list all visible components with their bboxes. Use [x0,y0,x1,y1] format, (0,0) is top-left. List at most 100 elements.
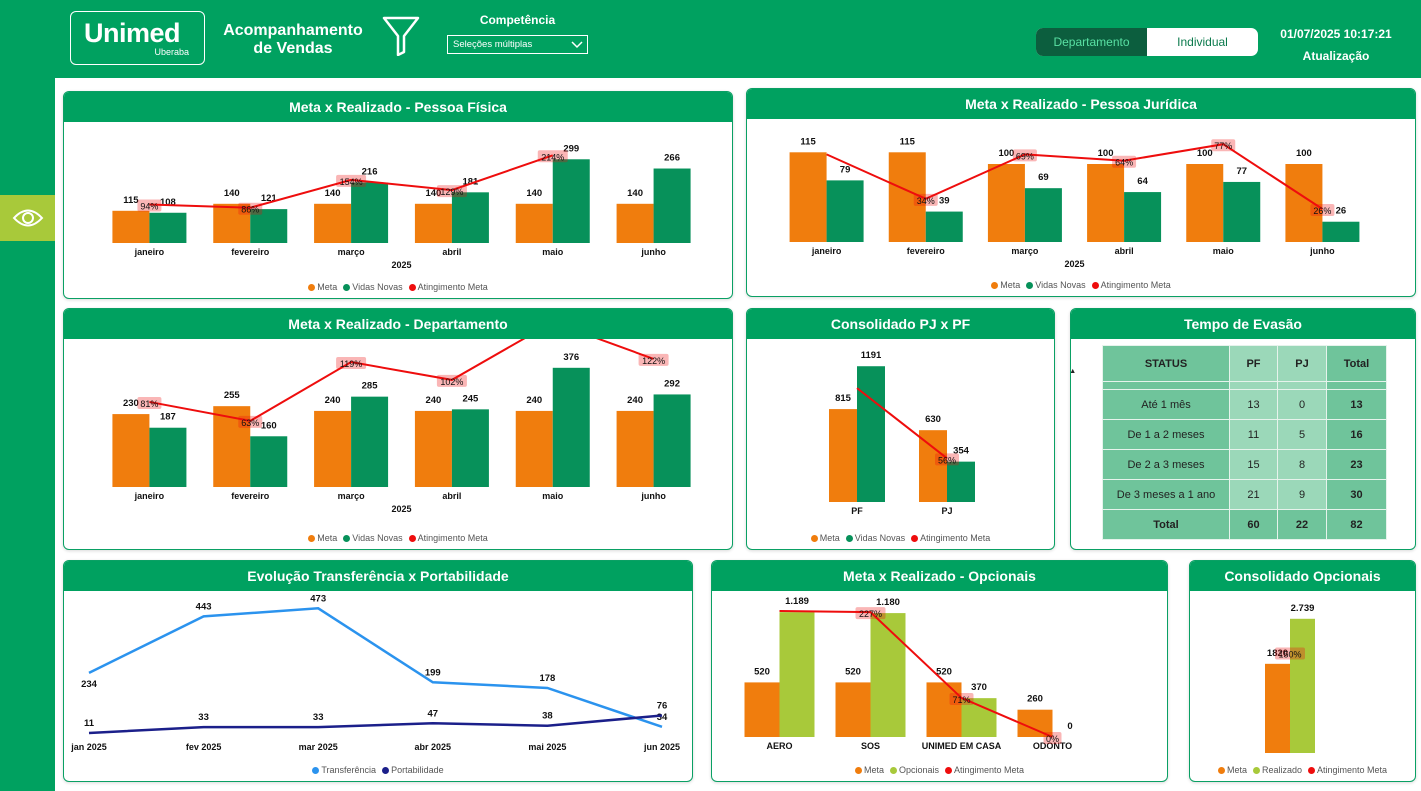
data-label-realizado: 216 [362,167,378,178]
eye-toggle-button[interactable] [0,195,55,241]
bar-meta [213,203,251,243]
x-tick-label: PF [851,506,863,516]
cell-status: De 2 a 3 meses [1102,449,1230,480]
x-tick-label: março [338,247,366,257]
bar-realizado [250,436,288,487]
col-status-header[interactable]: STATUS ▲ [1071,345,1230,382]
data-label-meta: 140 [224,188,240,199]
data-label-realizado: 160 [261,420,277,431]
bar-realizado [826,180,864,242]
legend-atingimento: Atingimento Meta [920,533,991,543]
legend-meta: Meta [1000,280,1021,290]
card-tempo-evasao: Tempo de Evasão STATUS ▲ PF PJ Total Até … [1070,308,1416,550]
table-row: De 2 a 3 meses 15 8 23 [1102,449,1387,480]
update-label: Atualização [1302,49,1370,63]
data-label-meta: 520 [754,666,770,677]
legend-dot-vidas [343,534,351,542]
bar-meta [1285,164,1323,242]
legend-atingimento: Atingimento Meta [1317,765,1388,775]
data-label-realizado: 1.189 [785,596,809,607]
x-tick-label: maio [542,247,564,257]
data-label-atingimento: 214% [541,152,564,162]
unimed-logo: Unimed Uberaba [70,11,205,65]
data-label-meta: 140 [425,188,441,199]
legend-dot-atingimento [1091,281,1099,289]
data-label-atingimento: 150% [1278,650,1301,660]
x-tick-label: abr 2025 [415,742,452,752]
bar-meta [789,152,827,242]
chart-departamento: 230 187 janeiro 255 160 fevereiro 240 285 março 2… [112,339,691,514]
bar-realizado [149,427,187,487]
data-label-background [137,199,162,212]
bar-meta [744,682,780,737]
bar-realizado [451,409,489,487]
eye-icon [12,209,43,227]
bar-meta [1265,663,1290,753]
bar-meta [414,203,452,243]
cell-total: 16 [1326,419,1387,450]
data-label-background [935,453,959,466]
bar-realizado [451,192,489,243]
data-label-portabilidade: 76 [657,700,668,711]
x-tick-label: mai 2025 [528,742,566,752]
data-label-transferência: 199 [425,667,441,678]
legend-dot-atingimento [408,283,416,291]
data-label-realizado: 1.180 [876,597,900,608]
x-tick-label: fevereiro [231,247,270,257]
legend-realizado: Realizado [1261,765,1302,775]
x-tick-label: abril [1115,246,1134,256]
data-label-meta: 255 [224,390,241,401]
data-label-transferência: 443 [196,601,212,612]
line-atingimento [779,610,1053,738]
sort-asc-icon[interactable]: ▲ [1071,368,1076,375]
data-label-realizado: 354 [953,446,970,457]
data-label-realizado: 69 [1038,172,1049,183]
data-label-meta: 1820 [1267,648,1288,659]
chart-consolidado-opcionais: 1820 2.739 150% [1265,603,1315,753]
data-label-transferência: 234 [81,679,98,690]
filter-icon[interactable] [382,16,420,56]
bar-realizado [947,461,975,502]
logo-subtitle: Uberaba [154,47,189,57]
tab-departamento[interactable]: Departamento [1036,28,1147,56]
data-label-atingimento: 71% [952,695,970,705]
data-label-meta: 630 [925,414,941,425]
bar-meta [987,164,1025,242]
evasao-table: STATUS ▲ PF PJ Total Até 1 mês 13 0 13 De… [1071,345,1387,540]
data-label-background [1043,732,1062,744]
data-label-meta: 140 [627,188,643,199]
competencia-dropdown[interactable]: Seleções múltiplas [447,35,588,54]
bar-realizado [351,396,389,487]
bar-realizado [870,613,906,737]
col-pf-header[interactable]: PF [1229,345,1278,382]
bar-realizado [149,212,187,243]
competencia-value: Seleções múltiplas [453,39,533,50]
data-label-realizado: 108 [160,197,176,208]
x-tick-label: janeiro [134,491,165,501]
data-label-background [436,374,467,387]
data-label-atingimento: 227% [859,609,882,619]
card-title: Meta x Realizado - Departamento [64,309,732,339]
table-total-row: Total 60 22 82 [1102,509,1387,540]
bar-realizado [351,182,389,243]
data-label-transferência: 178 [539,673,555,684]
tab-individual[interactable]: Individual [1177,35,1228,49]
legend-atingimento: Atingimento Meta [417,282,488,292]
bar-realizado [1290,618,1315,753]
competencia-label: Competência [479,13,556,27]
card-opcionais: Meta x Realizado - Opcionais 520 1.189 AER… [711,560,1168,782]
data-label-atingimento: 64% [1115,158,1133,168]
data-label-meta: 140 [526,188,542,199]
line-portabilidade [88,714,663,735]
data-label-atingimento: 154% [340,177,363,187]
cell-pf: 21 [1229,479,1278,510]
col-pj-header[interactable]: PJ [1277,345,1327,382]
col-total-header[interactable]: Total [1326,345,1387,382]
data-label-meta: 240 [325,395,341,406]
data-label-meta: 115 [800,136,816,147]
legend-dot-meta [991,281,999,289]
bar-meta [835,682,871,737]
legend-dot-meta [810,534,818,542]
data-label-meta: 240 [425,395,441,406]
data-label-realizado: 266 [664,153,680,164]
